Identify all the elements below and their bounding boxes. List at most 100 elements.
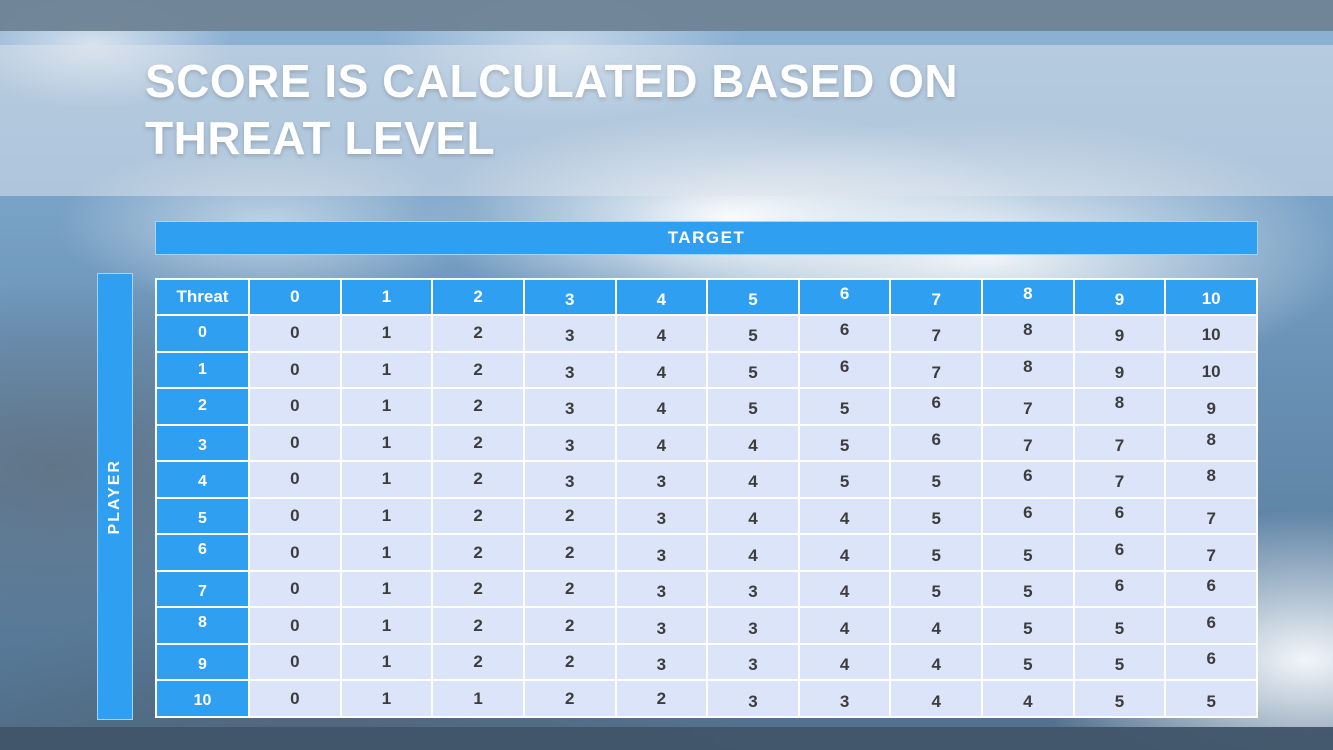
score-cell-r4-c8: 6 — [983, 462, 1073, 497]
score-cell-r5-c7: 5 — [891, 498, 982, 534]
score-cell-r3-c8: 7 — [983, 425, 1073, 461]
score-cell-r10-c6: 3 — [799, 681, 890, 716]
score-cell-r3-c2: 2 — [433, 425, 523, 461]
score-cell-r2-c2: 2 — [433, 389, 523, 424]
score-cell-r9-c3: 2 — [524, 644, 615, 680]
row-header-1: 1 — [157, 352, 248, 388]
score-cell-r1-c4: 4 — [616, 352, 707, 388]
score-cell-r5-c6: 4 — [799, 498, 890, 534]
score-cell-r0-c2: 2 — [433, 316, 523, 351]
score-cell-r3-c10: 8 — [1166, 425, 1256, 461]
row-header-10: 10 — [157, 681, 248, 716]
target-axis-label: TARGET — [667, 228, 746, 247]
score-cell-r4-c7: 5 — [891, 462, 982, 497]
score-cell-r9-c1: 1 — [341, 644, 432, 680]
score-cell-r1-c5: 5 — [708, 352, 798, 388]
score-cell-r1-c1: 1 — [341, 352, 432, 388]
score-cell-r2-c4: 4 — [616, 389, 707, 424]
column-header-9: 9 — [1074, 280, 1165, 314]
row-header-0: 0 — [157, 316, 248, 351]
score-cell-r8-c5: 3 — [708, 608, 798, 643]
score-cell-r8-c1: 1 — [341, 608, 432, 643]
score-cell-r8-c7: 4 — [891, 608, 982, 643]
score-cell-r10-c2: 1 — [433, 681, 523, 716]
player-axis-bar: PLAYER — [97, 273, 133, 720]
score-cell-r1-c7: 7 — [891, 352, 982, 388]
score-cell-r5-c1: 1 — [341, 498, 432, 534]
score-cell-r6-c9: 6 — [1074, 535, 1165, 570]
score-cell-r7-c1: 1 — [341, 571, 432, 607]
score-cell-r1-c9: 9 — [1074, 352, 1165, 388]
score-cell-r4-c0: 0 — [250, 462, 340, 497]
score-cell-r4-c3: 3 — [524, 462, 615, 497]
score-cell-r10-c8: 4 — [983, 681, 1073, 716]
score-cell-r0-c4: 4 — [616, 316, 707, 351]
score-cell-r9-c2: 2 — [433, 644, 523, 680]
score-cell-r1-c0: 0 — [250, 352, 340, 388]
score-cell-r7-c9: 6 — [1074, 571, 1165, 607]
score-cell-r5-c5: 4 — [708, 498, 798, 534]
score-cell-r8-c0: 0 — [250, 608, 340, 643]
score-cell-r9-c5: 3 — [708, 644, 798, 680]
score-cell-r6-c3: 2 — [524, 535, 615, 570]
score-cell-r2-c6: 5 — [799, 389, 890, 424]
row-header-4: 4 — [157, 462, 248, 497]
score-cell-r5-c9: 6 — [1074, 498, 1165, 534]
row-header-8: 8 — [157, 608, 248, 643]
score-cell-r0-c0: 0 — [250, 316, 340, 351]
score-cell-r7-c8: 5 — [983, 571, 1073, 607]
column-header-5: 5 — [708, 280, 798, 314]
score-cell-r0-c3: 3 — [524, 316, 615, 351]
score-cell-r0-c6: 6 — [799, 316, 890, 351]
column-header-10: 10 — [1166, 280, 1256, 314]
score-cell-r5-c3: 2 — [524, 498, 615, 534]
score-grid: Threat 0 1 2 3 4 5 6 7 8 9 10 0 0 1 2 3 4 5 6 7 8 9 10 1 0 1 2 3 4 5 6 7… — [155, 278, 1258, 718]
score-cell-r9-c7: 4 — [891, 644, 982, 680]
column-header-3: 3 — [524, 280, 615, 314]
score-cell-r4-c1: 1 — [341, 462, 432, 497]
player-axis-label: PLAYER — [106, 458, 123, 535]
score-cell-r10-c5: 3 — [708, 681, 798, 716]
score-cell-r3-c9: 7 — [1074, 425, 1165, 461]
score-cell-r6-c10: 7 — [1166, 535, 1256, 570]
score-cell-r7-c4: 3 — [616, 571, 707, 607]
score-cell-r6-c8: 5 — [983, 535, 1073, 570]
row-header-9: 9 — [157, 644, 248, 680]
score-cell-r3-c0: 0 — [250, 425, 340, 461]
score-cell-r2-c1: 1 — [341, 389, 432, 424]
score-cell-r5-c10: 7 — [1166, 498, 1256, 534]
score-cell-r3-c4: 4 — [616, 425, 707, 461]
score-cell-r4-c9: 7 — [1074, 462, 1165, 497]
score-cell-r3-c7: 6 — [891, 425, 982, 461]
score-cell-r7-c6: 4 — [799, 571, 890, 607]
bottom-band — [0, 727, 1333, 750]
score-cell-r3-c3: 3 — [524, 425, 615, 461]
score-cell-r7-c0: 0 — [250, 571, 340, 607]
target-axis-bar: TARGET — [155, 221, 1258, 255]
score-cell-r1-c8: 8 — [983, 352, 1073, 388]
row-header-3: 3 — [157, 425, 248, 461]
column-header-2: 2 — [433, 280, 523, 314]
score-cell-r5-c2: 2 — [433, 498, 523, 534]
score-cell-r6-c7: 5 — [891, 535, 982, 570]
score-cell-r9-c4: 3 — [616, 644, 707, 680]
row-header-7: 7 — [157, 571, 248, 607]
score-cell-r10-c3: 2 — [524, 681, 615, 716]
score-cell-r6-c5: 4 — [708, 535, 798, 570]
score-cell-r0-c5: 5 — [708, 316, 798, 351]
score-cell-r9-c10: 6 — [1166, 644, 1256, 680]
score-cell-r5-c0: 0 — [250, 498, 340, 534]
score-cell-r1-c6: 6 — [799, 352, 890, 388]
score-cell-r6-c6: 4 — [799, 535, 890, 570]
score-cell-r3-c6: 5 — [799, 425, 890, 461]
score-cell-r8-c3: 2 — [524, 608, 615, 643]
score-cell-r1-c2: 2 — [433, 352, 523, 388]
score-cell-r0-c1: 1 — [341, 316, 432, 351]
score-cell-r10-c4: 2 — [616, 681, 707, 716]
score-cell-r1-c3: 3 — [524, 352, 615, 388]
score-cell-r10-c0: 0 — [250, 681, 340, 716]
score-cell-r7-c5: 3 — [708, 571, 798, 607]
score-cell-r4-c10: 8 — [1166, 462, 1256, 497]
score-cell-r8-c6: 4 — [799, 608, 890, 643]
